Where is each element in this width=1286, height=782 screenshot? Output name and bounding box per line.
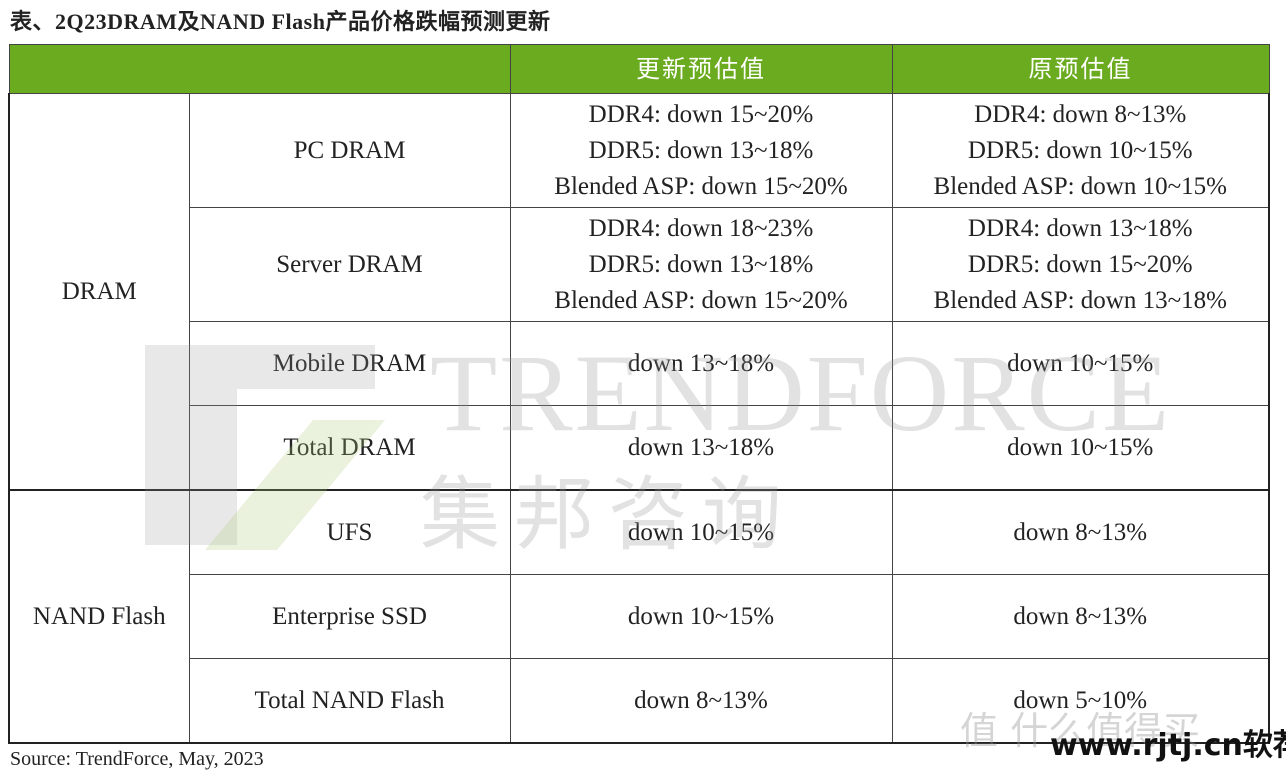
- value-line: Blended ASP: down 10~15%: [933, 172, 1227, 200]
- value-line: DDR4: down 8~13%: [974, 100, 1187, 128]
- table-row: Mobile DRAM down 13~18% down 10~15%: [9, 321, 1270, 406]
- table-row: Total NAND Flash down 8~13% down 5~10%: [9, 658, 1270, 744]
- table-title: 表、2Q23DRAM及NAND Flash产品价格跌幅预测更新: [10, 9, 551, 34]
- header-blank: [8, 44, 511, 94]
- product: PC DRAM: [188, 93, 511, 208]
- header-updated: 更新预估值: [509, 44, 893, 94]
- table-row: Server DRAM DDR4: down 18~23% DDR5: down …: [9, 207, 1270, 322]
- original-cell: down 5~10%: [891, 658, 1270, 744]
- value-line: DDR4: down 15~20%: [588, 100, 814, 128]
- updated-cell: down 10~15%: [509, 489, 893, 575]
- value-line: DDR5: down 13~18%: [588, 250, 814, 278]
- updated-cell: DDR4: down 15~20% DDR5: down 13~18% Blende…: [509, 93, 893, 208]
- product: Enterprise SSD: [188, 574, 511, 659]
- original-cell: down 8~13%: [891, 489, 1270, 575]
- value-line: DDR4: down 18~23%: [588, 214, 814, 242]
- product: Total DRAM: [188, 405, 511, 491]
- updated-cell: down 13~18%: [509, 405, 893, 491]
- product: Mobile DRAM: [188, 321, 511, 406]
- header-original: 原预估值: [891, 44, 1270, 94]
- original-cell: down 10~15%: [891, 321, 1270, 406]
- product: Total NAND Flash: [188, 658, 511, 744]
- value-line: DDR5: down 15~20%: [967, 250, 1193, 278]
- updated-cell: down 10~15%: [509, 574, 893, 659]
- updated-cell: down 13~18%: [509, 321, 893, 406]
- value-line: Blended ASP: down 13~18%: [933, 286, 1227, 314]
- product: UFS: [188, 489, 511, 575]
- value-line: Blended ASP: down 15~20%: [554, 286, 848, 314]
- original-cell: down 10~15%: [891, 405, 1270, 491]
- value-line: DDR5: down 10~15%: [967, 136, 1193, 164]
- product: Server DRAM: [188, 207, 511, 322]
- updated-cell: DDR4: down 18~23% DDR5: down 13~18% Blende…: [509, 207, 893, 322]
- original-cell: DDR4: down 8~13% DDR5: down 10~15% Blended…: [891, 93, 1270, 208]
- price-forecast-table: 更新预估值 原预估值 DRAM PC DRAM DDR4: down 15~20…: [8, 44, 1270, 744]
- value-line: Blended ASP: down 15~20%: [554, 172, 848, 200]
- value-line: DDR5: down 13~18%: [588, 136, 814, 164]
- header-row: 更新预估值 原预估值: [8, 44, 1270, 94]
- updated-cell: down 8~13%: [509, 658, 893, 744]
- table-row: NAND Flash UFS down 10~15% down 8~13%: [8, 489, 1270, 744]
- table-row: Enterprise SSD down 10~15% down 8~13%: [9, 574, 1270, 659]
- source-note: Source: TrendForce, May, 2023: [10, 748, 264, 770]
- table-row: DRAM PC DRAM DDR4: down 15~20% DDR5: down…: [8, 93, 1270, 491]
- original-cell: DDR4: down 13~18% DDR5: down 15~20% Blende…: [891, 207, 1270, 322]
- value-line: DDR4: down 13~18%: [967, 214, 1193, 242]
- original-cell: down 8~13%: [891, 574, 1270, 659]
